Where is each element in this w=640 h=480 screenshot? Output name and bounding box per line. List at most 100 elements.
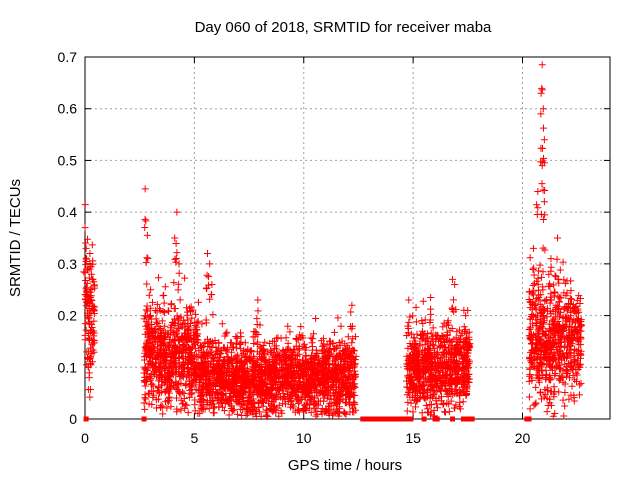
data-point — [541, 211, 549, 219]
data-point — [87, 292, 95, 300]
data-point — [269, 362, 277, 370]
data-point — [301, 344, 309, 352]
data-point — [240, 346, 248, 354]
data-point — [263, 406, 271, 414]
x-tick-label: 5 — [190, 430, 198, 446]
data-point — [288, 370, 296, 378]
data-point — [429, 386, 437, 394]
data-point — [563, 363, 571, 371]
data-point — [306, 400, 314, 408]
data-point — [564, 360, 572, 368]
data-point — [406, 313, 414, 321]
zero-marker — [463, 416, 469, 422]
data-point — [227, 396, 235, 404]
data-point — [144, 319, 152, 327]
data-point — [83, 255, 91, 263]
data-point — [424, 335, 432, 343]
data-point — [457, 348, 465, 356]
data-point — [142, 352, 150, 360]
data-point — [444, 319, 452, 327]
y-tick-label: 0 — [69, 411, 77, 427]
data-point — [449, 378, 457, 386]
data-point — [310, 376, 318, 384]
data-point — [255, 399, 263, 407]
data-point — [295, 400, 303, 408]
data-point — [246, 392, 254, 400]
data-point — [146, 311, 154, 319]
data-point — [559, 396, 567, 404]
data-point — [81, 269, 89, 277]
data-point — [274, 334, 282, 342]
data-point — [256, 388, 264, 396]
data-point — [532, 306, 540, 314]
data-point — [173, 329, 181, 337]
data-point — [428, 378, 436, 386]
data-point — [211, 364, 219, 372]
data-point — [182, 373, 190, 381]
data-point — [171, 234, 179, 242]
data-point — [149, 382, 157, 390]
data-point — [572, 302, 580, 310]
data-point — [453, 347, 461, 355]
data-point — [257, 344, 265, 352]
data-point — [268, 367, 276, 375]
data-point — [249, 333, 257, 341]
data-point — [218, 320, 226, 328]
data-point — [420, 364, 428, 372]
data-point — [202, 285, 210, 293]
data-point — [183, 367, 191, 375]
data-point — [86, 260, 94, 268]
data-point — [323, 359, 331, 367]
data-point — [227, 368, 235, 376]
data-point — [416, 395, 424, 403]
data-point — [351, 371, 359, 379]
data-point — [411, 359, 419, 367]
data-point — [223, 328, 231, 336]
data-point — [203, 397, 211, 405]
data-point — [337, 355, 345, 363]
data-point — [177, 362, 185, 370]
data-point — [442, 378, 450, 386]
data-point — [202, 379, 210, 387]
data-point — [568, 358, 576, 366]
data-point — [83, 279, 91, 287]
data-point — [418, 335, 426, 343]
data-point — [251, 327, 259, 335]
data-point — [343, 391, 351, 399]
data-point — [176, 335, 184, 343]
data-point — [228, 355, 236, 363]
data-point — [460, 337, 468, 345]
data-point — [169, 328, 177, 336]
data-point — [86, 354, 94, 362]
data-point — [257, 412, 265, 420]
data-point — [434, 382, 442, 390]
data-point — [202, 391, 210, 399]
data-point — [557, 375, 565, 383]
data-point — [219, 357, 227, 365]
data-point — [82, 260, 90, 268]
data-point — [227, 348, 235, 356]
data-point — [569, 366, 577, 374]
data-point — [198, 402, 206, 410]
data-point — [232, 340, 240, 348]
data-point — [171, 349, 179, 357]
data-point — [311, 360, 319, 368]
data-point — [526, 254, 534, 262]
data-point — [464, 365, 472, 373]
data-point — [339, 373, 347, 381]
data-point — [144, 366, 152, 374]
data-point — [231, 372, 239, 380]
data-point — [245, 356, 253, 364]
data-points — [80, 61, 586, 422]
data-point — [206, 382, 214, 390]
data-point — [439, 323, 447, 331]
data-point — [572, 369, 580, 377]
data-point — [547, 388, 555, 396]
data-point — [144, 255, 152, 263]
data-point — [184, 371, 192, 379]
data-point — [565, 395, 573, 403]
data-point — [330, 328, 338, 336]
data-point — [153, 387, 161, 395]
data-point — [334, 314, 342, 322]
